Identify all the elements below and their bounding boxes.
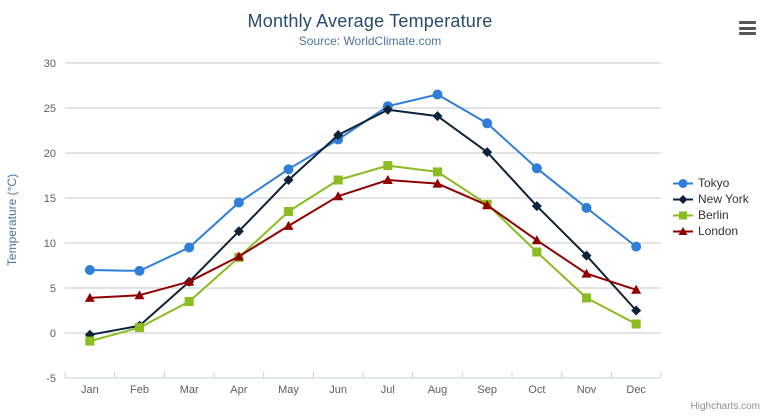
series-marker-tokyo[interactable] <box>531 163 542 174</box>
series-marker-diamond-icon <box>673 193 693 206</box>
series-line-new-york[interactable] <box>88 108 638 336</box>
y-tick-label: -5 <box>46 373 56 385</box>
series-marker-tokyo[interactable] <box>283 164 294 175</box>
series-marker-new-york[interactable] <box>531 201 542 212</box>
x-tick-label: Dec <box>626 384 646 396</box>
series-marker-london[interactable] <box>333 191 344 201</box>
legend-marker <box>679 211 687 220</box>
y-tick-label: 20 <box>44 148 56 160</box>
series-marker-tokyo[interactable] <box>184 242 195 253</box>
series-marker-london[interactable] <box>581 268 592 278</box>
series-marker-berlin[interactable] <box>333 175 343 185</box>
x-tick-label: Oct <box>528 384 545 396</box>
x-tick-label: Jan <box>81 384 99 396</box>
series-marker-london[interactable] <box>382 175 393 184</box>
x-tick-label: Jun <box>329 384 347 396</box>
series-marker-new-york[interactable] <box>432 111 443 122</box>
series-marker-new-york[interactable] <box>233 226 244 237</box>
series-marker-london[interactable] <box>184 276 195 286</box>
x-tick-label: Feb <box>130 384 149 396</box>
series-marker-london[interactable] <box>482 200 493 210</box>
series-marker-tokyo[interactable] <box>482 118 493 129</box>
hamburger-icon <box>739 32 756 35</box>
y-tick-label: 5 <box>50 283 56 295</box>
legend-item-new-york[interactable]: New York <box>673 193 749 206</box>
axis-labels: -5 0 5 10 15 20 25 30 Jan Feb Mar Apr May Jun Jul Aug Se… <box>44 58 647 396</box>
legend-label: Tokyo <box>698 176 730 190</box>
series-marker-london[interactable] <box>84 292 95 302</box>
series-marker-triangle-icon <box>673 225 693 238</box>
legend-label: London <box>698 224 739 238</box>
series-marker-london[interactable] <box>134 290 145 300</box>
series-marker-tokyo[interactable] <box>84 265 95 275</box>
series-marker-berlin[interactable] <box>85 336 95 346</box>
series-marker-tokyo[interactable] <box>631 241 642 252</box>
x-tick-label: Mar <box>180 384 199 396</box>
series-marker-london[interactable] <box>631 284 642 294</box>
series-marker-berlin[interactable] <box>135 323 144 333</box>
series-marker-tokyo[interactable] <box>581 202 592 213</box>
series-marker-new-york[interactable] <box>333 130 344 140</box>
y-tick-label: 10 <box>44 238 56 250</box>
series-marker-new-york[interactable] <box>581 250 592 261</box>
legend-marker <box>678 227 688 235</box>
y-tick-label: 25 <box>44 103 56 115</box>
credits-link[interactable]: Highcharts.com <box>690 401 760 412</box>
series-marker-circle-icon <box>673 177 693 190</box>
legend-marker <box>678 195 688 204</box>
legend-item-tokyo[interactable]: Tokyo <box>673 177 749 190</box>
chart-title: Monthly Average Temperature <box>247 11 493 31</box>
gridlines <box>65 62 661 379</box>
series-marker-london[interactable] <box>233 251 244 261</box>
series-marker-new-york[interactable] <box>283 175 294 185</box>
series-marker-london[interactable] <box>283 220 294 230</box>
legend-item-berlin[interactable]: Berlin <box>673 209 749 222</box>
series-marker-berlin[interactable] <box>184 297 194 306</box>
x-tick-label: Sep <box>477 384 497 396</box>
series-marker-tokyo[interactable] <box>134 265 145 276</box>
legend: Tokyo New York Berlin London <box>673 177 749 238</box>
legend-marker <box>678 179 688 188</box>
series-marker-berlin[interactable] <box>284 207 293 216</box>
series-marker-tokyo[interactable] <box>432 89 443 100</box>
series-marker-berlin[interactable] <box>433 167 442 177</box>
legend-label: Berlin <box>698 208 729 222</box>
y-tick-label: 0 <box>50 328 56 340</box>
chart-subtitle: Source: WorldClimate.com <box>298 34 442 48</box>
x-tick-label: May <box>278 384 299 396</box>
series-line-tokyo[interactable] <box>88 93 638 272</box>
series-marker-london[interactable] <box>531 235 542 245</box>
series-marker-new-york[interactable] <box>631 305 642 316</box>
series <box>84 89 642 346</box>
y-axis-title: Temperature (°C) <box>5 174 19 266</box>
x-tick-label: Apr <box>230 384 247 396</box>
series-marker-berlin[interactable] <box>532 247 542 257</box>
y-tick-label: 30 <box>44 58 56 70</box>
series-line-london[interactable] <box>88 179 638 299</box>
x-tick-label: Aug <box>428 384 448 396</box>
y-tick-label: 15 <box>44 193 56 205</box>
series-marker-berlin[interactable] <box>582 293 591 303</box>
legend-label: New York <box>698 192 749 206</box>
series-marker-tokyo[interactable] <box>233 197 244 208</box>
series-line-berlin[interactable] <box>88 164 638 343</box>
series-marker-berlin[interactable] <box>631 319 641 329</box>
series-marker-new-york[interactable] <box>482 147 493 158</box>
x-tick-label: Nov <box>577 384 597 396</box>
series-marker-new-york[interactable] <box>382 104 393 115</box>
axes <box>64 372 662 379</box>
x-tick-label: Jul <box>381 384 395 396</box>
hamburger-icon <box>739 21 756 24</box>
legend-item-london[interactable]: London <box>673 225 749 238</box>
series-marker-london[interactable] <box>432 178 443 188</box>
export-menu-button[interactable] <box>739 21 756 35</box>
series-marker-square-icon <box>673 209 693 222</box>
hamburger-icon <box>739 26 756 30</box>
series-marker-berlin[interactable] <box>383 161 393 171</box>
